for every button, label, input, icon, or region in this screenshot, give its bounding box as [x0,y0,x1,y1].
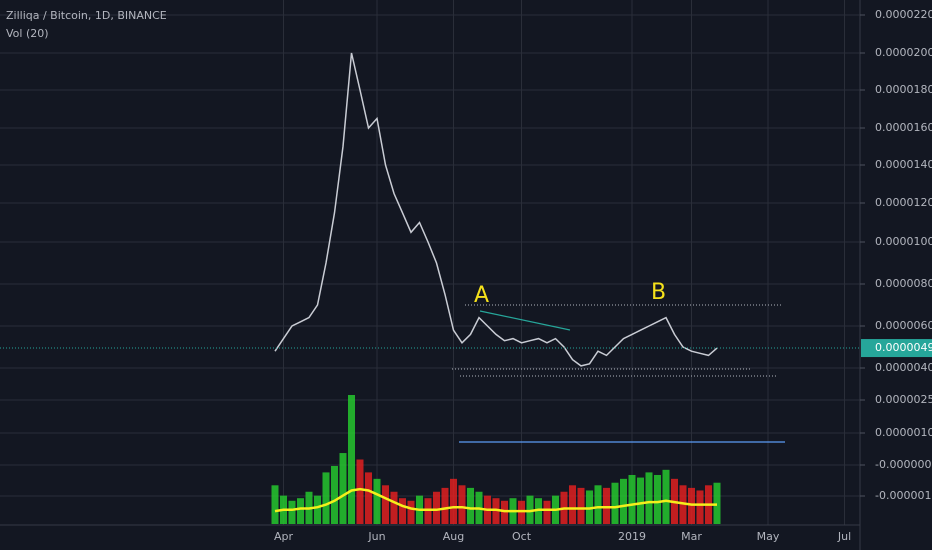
volume-bar [662,469,670,524]
volume-bar [543,500,551,524]
volume-bar [458,485,466,524]
volume-bar [373,478,381,524]
annotation: B [651,280,666,305]
volume-bar [611,482,619,524]
volume-bar [628,474,636,524]
volume-bar [492,498,500,524]
volume-bar [577,487,585,524]
x-tick-label: Oct [512,530,532,543]
volume-bar [365,472,372,524]
volume-bar [603,487,610,524]
volume-ma-line [274,487,717,513]
volume-bar [339,453,347,524]
volume-bar [382,485,389,524]
volume-bar [586,490,593,524]
volume-bar [501,500,508,524]
volume-bar [407,500,415,524]
volume-bar [288,500,296,524]
x-tick-label: Aug [443,530,464,543]
last-price-box [861,339,932,358]
volume-bar [433,491,440,524]
chart-title: Zilliqa / Bitcoin, 1D, BINANCE [6,9,167,22]
volume-bar [348,395,355,524]
volume-bar [569,485,576,524]
volume-bar [696,490,704,524]
volume-bar [654,474,661,524]
volume-bar [297,498,304,524]
volume-bar [526,495,534,524]
volume-bar [535,498,542,524]
volume-bar [637,477,644,524]
indicator-label: Vol (20) [6,27,49,40]
volume-bar [314,495,321,524]
volume-bar [271,485,279,524]
annotation: A [474,283,489,308]
last-price-label: 0.00000495 [875,341,932,354]
y-tick-label: 0.00000100 [875,426,932,439]
x-tick-label: Mar [681,530,702,543]
y-tick-label: -0.00000190 [875,489,932,502]
volume-bar [450,478,457,524]
x-tick-label: 2019 [618,530,646,543]
volume-bar [594,485,602,524]
volume-bar [390,491,398,524]
trend-line [479,310,571,331]
volume-bar [424,498,432,524]
x-tick-label: Apr [274,530,294,543]
volume-bar [331,465,338,524]
volume-bar [620,478,627,524]
x-tick-label: Jun [367,530,385,543]
volume-bar [399,498,406,524]
volume-bar [518,500,525,524]
volume-bar [467,487,474,524]
volume-bar [441,487,449,524]
volume-bar [356,459,364,524]
volume-bar [322,472,330,524]
x-tick-label: Jul [837,530,851,543]
y-tick-label: -0.00000050 [875,458,932,471]
x-tick-label: May [757,530,780,543]
volume-bar [645,472,653,524]
price-line [274,52,718,367]
volume-bar [688,487,695,524]
